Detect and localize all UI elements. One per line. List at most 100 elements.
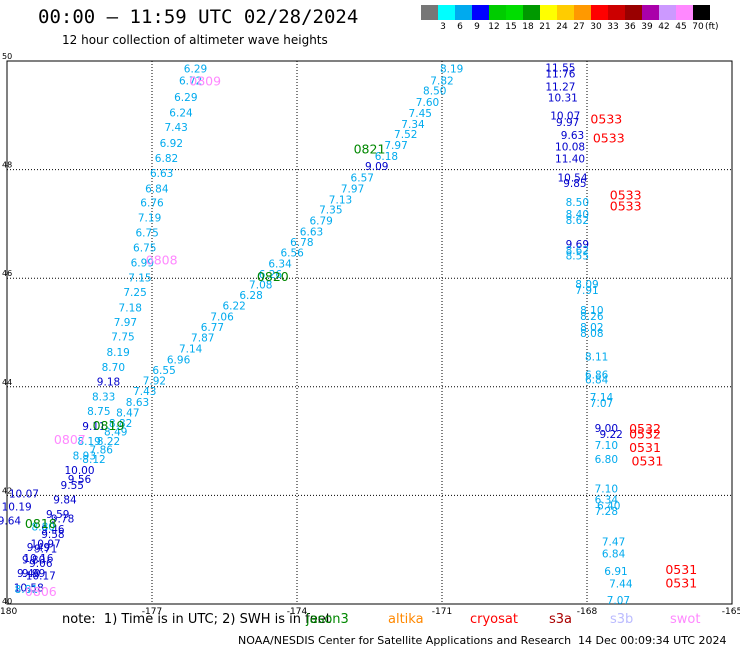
wave-height-value: 7.97 <box>341 183 364 195</box>
colorbar-swatch <box>455 5 472 20</box>
colorbar-swatch <box>591 5 608 20</box>
wave-height-value: 6.29 <box>174 92 197 104</box>
wave-height-value: 6.92 <box>160 138 183 150</box>
wave-height-value: 7.44 <box>609 579 633 591</box>
wave-height-value: 6.84 <box>145 183 169 195</box>
pass-label: 0531 <box>629 440 661 455</box>
wave-height-value: 8.02 <box>580 322 603 334</box>
wave-height-value: 7.97 <box>384 140 407 152</box>
wave-height-value: 6.34 <box>268 258 292 270</box>
wave-height-value: 6.82 <box>155 153 178 165</box>
wave-height-value: 9.11 <box>82 421 105 433</box>
grid-lines <box>7 61 732 604</box>
wave-height-value: 6.80 <box>595 454 618 466</box>
wave-height-value: 9.55 <box>61 480 84 492</box>
x-tick-label: -171 <box>432 607 452 617</box>
wave-height-value: 10.00 <box>64 465 94 477</box>
wave-height-value: 8.93 <box>73 451 96 463</box>
pass-label: 0533 <box>610 187 642 202</box>
colorbar-unit: (ft) <box>705 22 719 32</box>
pass-label: 0820 <box>257 269 289 284</box>
wave-height-value: 11.55 <box>545 62 575 74</box>
wave-height-value: 6.40 <box>597 501 620 513</box>
wave-height-value: 8.19 <box>440 63 463 75</box>
x-tick-label: -174 <box>287 607 308 617</box>
wave-height-value: 11.40 <box>555 154 585 166</box>
wave-height-value: 6.96 <box>167 354 191 366</box>
y-axis-ticks: 40 42 44 46 48 50 <box>2 52 12 606</box>
wave-height-value: 9.00 <box>595 423 618 435</box>
colorbar-swatch <box>438 5 455 20</box>
wave-height-value: 7.07 <box>607 595 630 607</box>
wave-height-value: 6.84 <box>602 548 626 560</box>
wave-height-value: 6.18 <box>375 151 398 163</box>
colorbar-label: 12 <box>488 22 500 32</box>
wave-height-value: 8.08 <box>580 328 603 340</box>
wave-height-value: 7.06 <box>210 312 234 324</box>
satellite-swot: swot <box>670 612 701 627</box>
satellite-s3b: s3b <box>610 612 634 627</box>
x-axis-ticks: -180 -177 -174 -171 -168 -165 <box>0 607 740 617</box>
wave-height-value: 7.14 <box>590 392 614 404</box>
wave-height-value: 6.75 <box>135 227 158 239</box>
wave-height-value: 6.77 <box>201 322 224 334</box>
wave-height-value: 9.56 <box>68 474 92 486</box>
wave-height-value: 9.59 <box>46 509 69 521</box>
wave-height-value: 11.27 <box>545 81 575 93</box>
pass-label: 0808 <box>146 253 178 268</box>
colorbar-swatch <box>523 5 540 20</box>
wave-height-value: 8.11 <box>585 352 608 364</box>
wave-height-value: 7.08 <box>249 280 272 292</box>
x-tick-label: -168 <box>577 607 598 617</box>
wave-height-value: 6.78 <box>290 237 313 249</box>
wave-height-value: 7.45 <box>409 108 432 120</box>
colorbar-swatch <box>659 5 676 20</box>
wave-height-value: 10.19 <box>2 502 32 514</box>
wave-height-value: 7.47 <box>602 536 625 548</box>
colorbar-label: 3 <box>440 22 446 32</box>
colorbar-swatch <box>489 5 506 20</box>
wave-height-value: 6.34 <box>595 495 619 507</box>
wave-height-value: 6.99 <box>131 257 154 269</box>
pass-label: 0533 <box>593 130 625 145</box>
pass-label: 0531 <box>665 562 697 577</box>
pass-label: 0531 <box>665 576 697 591</box>
wave-height-value: 10.07 <box>9 489 39 501</box>
colorbar-swatch <box>608 5 625 20</box>
wave-height-value: 8.22 <box>97 436 120 448</box>
y-tick-label: 44 <box>2 378 12 387</box>
colorbar-swatch <box>540 5 557 20</box>
wave-height-value: 8.50 <box>566 197 589 209</box>
y-tick-label: 50 <box>2 52 12 61</box>
y-tick-label: 48 <box>2 161 12 170</box>
colorbar-label: 21 <box>539 22 551 32</box>
wave-height-value: 8.49 <box>104 427 127 439</box>
y-tick-label: 42 <box>2 486 12 495</box>
chart-title: 00:00 – 11:59 UTC 02/28/2024 <box>38 6 359 28</box>
pass-label: 0809 <box>189 73 221 88</box>
pass-label: 0533 <box>590 111 622 126</box>
satellite-cryosat: cryosat <box>470 612 518 627</box>
wave-height-value: 6.63 <box>150 168 173 180</box>
wave-height-value: 8.80 <box>32 522 55 534</box>
wave-height-value: 7.25 <box>123 287 146 299</box>
wave-height-value: 10.07 <box>550 111 580 123</box>
wave-height-value: 6.28 <box>239 290 262 302</box>
wave-height-value: 7.43 <box>133 386 156 398</box>
wave-height-value: 7.43 <box>164 122 187 134</box>
footer-timestamp: 14 Dec 00:09:34 UTC 2024 <box>578 634 727 647</box>
wave-height-value: 7.07 <box>590 398 613 410</box>
wave-height-value: 8.50 <box>423 86 446 98</box>
wave-height-value: 6.57 <box>351 173 374 185</box>
wave-height-value: 6.86 <box>585 370 609 382</box>
wave-height-value: 11.76 <box>545 68 575 80</box>
wave-height-value: 6.24 <box>169 107 193 119</box>
satellite-altika: altika <box>388 612 424 627</box>
wave-height-value: 6.76 <box>140 198 164 210</box>
wave-height-value: 7.13 <box>329 194 352 206</box>
colorbar-swatch <box>472 5 489 20</box>
pass-label: 0531 <box>632 454 664 469</box>
wave-height-value: 8.82 <box>109 418 132 430</box>
wave-height-value: 8.26 <box>580 311 604 323</box>
wave-height-value: 8.63 <box>126 397 149 409</box>
